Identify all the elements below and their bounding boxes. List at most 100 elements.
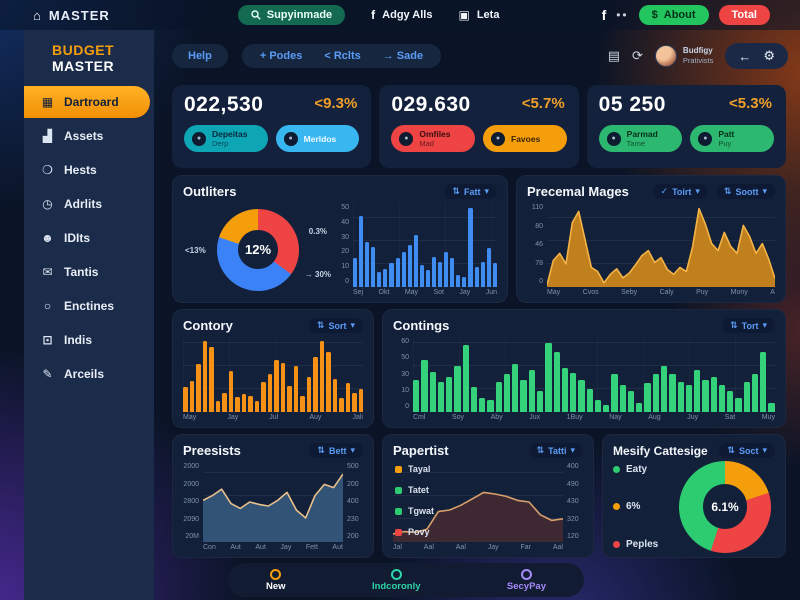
chevron-down-icon: ▾: [762, 320, 767, 330]
sort-button[interactable]: ⇅ Bett ▾: [309, 443, 363, 458]
brand-label: MASTER: [48, 7, 110, 23]
bottom-nav-label: SecyPay: [506, 580, 546, 592]
stat-delta: <9.3%: [314, 95, 358, 112]
check-icon: ✓: [660, 186, 669, 196]
sort-button[interactable]: ⇅ Tort ▾: [722, 318, 775, 333]
new-icon: [270, 568, 282, 580]
secypay-icon: [520, 568, 532, 580]
patt-pill[interactable]: ● Patt Puy: [690, 125, 774, 153]
bottom-nav-label: New: [266, 580, 286, 592]
donut-center-value: 12%: [244, 242, 272, 257]
parmad-pill[interactable]: ● Parmad Tame: [598, 125, 683, 153]
chevron-down-icon: ▾: [762, 445, 767, 455]
facebook-icon[interactable]: f: [601, 7, 607, 23]
sort-button[interactable]: ⇅ Soott ▾: [715, 184, 775, 199]
sort-label: Soct: [738, 445, 759, 456]
document-icon[interactable]: ▤: [607, 48, 621, 63]
stat-delta: <5.7%: [521, 95, 565, 112]
bottom-nav-indcoronly[interactable]: Indcoronly: [371, 568, 421, 592]
social-link[interactable]: f Adgy Alls: [371, 8, 432, 22]
favoes-pill[interactable]: ● Favoes: [483, 125, 567, 153]
x-axis-ticks: Con Aut Aut Jay Fett Aut: [203, 544, 343, 551]
about-label: About: [663, 9, 696, 21]
logo-line-1: BUDGET: [52, 42, 115, 58]
legend-label: 6%: [626, 501, 641, 512]
bottom-nav: New Indcoronly SecyPay: [228, 563, 584, 597]
sidebar-item-dartroard[interactable]: ▦ Dartroard: [24, 86, 150, 119]
sidebar-item-label: Enctines: [64, 299, 115, 314]
legend-label: Tgwat: [408, 506, 434, 516]
bottom-nav-new[interactable]: New: [266, 568, 286, 592]
bar-chart-icon: ▟: [42, 129, 53, 144]
bank-icon: ⌂: [33, 7, 42, 23]
rclts-button[interactable]: < Rclts: [324, 50, 361, 62]
gift-icon: ▣: [458, 8, 470, 22]
podes-button[interactable]: + Podes: [259, 50, 303, 62]
sidebar-item-arceils[interactable]: ✎ Arceils: [24, 358, 154, 390]
sidebar-item-idits[interactable]: ☻ IDIts: [24, 222, 154, 254]
sidebar-item-tantis[interactable]: ✉ Tantis: [24, 256, 154, 288]
pill-sublabel: Mad: [419, 139, 434, 149]
sidebar-item-hests[interactable]: ❍ Hests: [24, 154, 154, 186]
circle-icon: ○: [43, 299, 52, 314]
legend-swatch: [395, 465, 402, 473]
omfiles-pill[interactable]: ● Omfiles Mad: [391, 125, 475, 153]
sidebar-item-adrlits[interactable]: ◷ Adrlits: [24, 188, 154, 220]
x-axis-ticks: Cml Soy Aby Jux 1Buy Nay Aug Juy Sat Muy: [413, 414, 775, 421]
legend-swatch: [395, 507, 402, 515]
sort-label: Bett: [328, 445, 347, 456]
depeitas-pill[interactable]: ● Depeitas Derp: [184, 125, 268, 153]
app-logo: BUDGET MASTER: [24, 38, 154, 84]
pill-label: Depeitas: [212, 129, 248, 139]
merldos-pill[interactable]: ● Merldos: [275, 125, 360, 153]
gear-icon[interactable]: ⚙: [763, 48, 775, 63]
bottom-nav-label: Indcoronly: [371, 580, 421, 592]
pill-dot-icon: ●: [698, 131, 713, 146]
sort-button[interactable]: ⇅ Tatti ▾: [528, 443, 583, 458]
sidebar-item-label: Adrlits: [64, 197, 103, 212]
x-axis-ticks: Jal Aal Aal Jay Far Aal: [393, 544, 563, 551]
sidebar-item-indis[interactable]: ⊡ Indis: [24, 324, 154, 356]
leta-label: Leta: [476, 9, 500, 21]
stat-pills: ● Parmad Tame ● Patt Puy: [598, 125, 774, 153]
help-button[interactable]: Help: [172, 44, 228, 68]
refresh-icon[interactable]: ⟳: [632, 48, 643, 63]
sort-label: Tatti: [548, 445, 567, 456]
indcoronly-icon: [390, 568, 402, 580]
contings-panel: Contings ⇅ Tort ▾ 60 50 30 10 0 Cml Soy Aby Jux…: [382, 309, 786, 428]
chevron-down-icon: ▾: [350, 445, 355, 455]
stat-card-1: 022,530 <9.3% ● Depeitas Derp ● Merldos: [172, 85, 372, 168]
user-info: Budfigy Prativists: [683, 46, 713, 65]
total-button[interactable]: Total: [718, 5, 770, 25]
sidebar-item-label: Arceils: [64, 367, 105, 382]
legend-label: Povy: [408, 527, 430, 537]
stat-cards: 022,530 <9.3% ● Depeitas Derp ● Merldos 0…: [172, 85, 786, 168]
header-controls: ▤ ⟳ Budfigy Prativists ← ⚙: [608, 43, 788, 69]
sort-button[interactable]: ⇅ Soct ▾: [719, 443, 775, 458]
legend-swatch: [395, 486, 402, 494]
bottom-nav-secypay[interactable]: SecyPay: [506, 568, 546, 592]
toirt-filter-button[interactable]: ✓ Toirt ▾: [652, 184, 708, 199]
y-axis-ticks-right: 400 490 430 320 120: [567, 463, 579, 540]
about-button[interactable]: $ About: [638, 5, 709, 25]
user-menu[interactable]: Budfigy Prativists: [654, 45, 713, 67]
sidebar-item-assets[interactable]: ▟ Assets: [24, 120, 154, 152]
search-label: Supyinmade: [266, 9, 333, 21]
more-icon[interactable]: ••: [616, 8, 629, 22]
sort-button[interactable]: ⇅ Sort ▾: [308, 318, 363, 333]
back-icon[interactable]: ←: [738, 48, 752, 64]
sidebar-item-label: Hests: [64, 163, 97, 178]
legend-swatch: [613, 540, 620, 548]
sidebar-item-enctines[interactable]: ○ Enctines: [24, 290, 154, 322]
sade-button[interactable]: → Sade: [382, 50, 424, 62]
sort-button[interactable]: ⇅ Fatt ▾: [444, 184, 497, 199]
sidebar-item-label: Dartroard: [64, 95, 119, 110]
legend-item: 6%: [613, 501, 673, 512]
panel-title: Mesify Cattesige: [613, 443, 708, 458]
leta-link[interactable]: ▣ Leta: [458, 8, 499, 22]
pill-sublabel: Derp: [212, 139, 229, 149]
precemal-area-chart: [547, 203, 775, 287]
outliters-donut-chart: 12%: [217, 208, 299, 291]
search-button[interactable]: Supyinmade: [237, 5, 346, 25]
total-label: Total: [731, 9, 757, 21]
